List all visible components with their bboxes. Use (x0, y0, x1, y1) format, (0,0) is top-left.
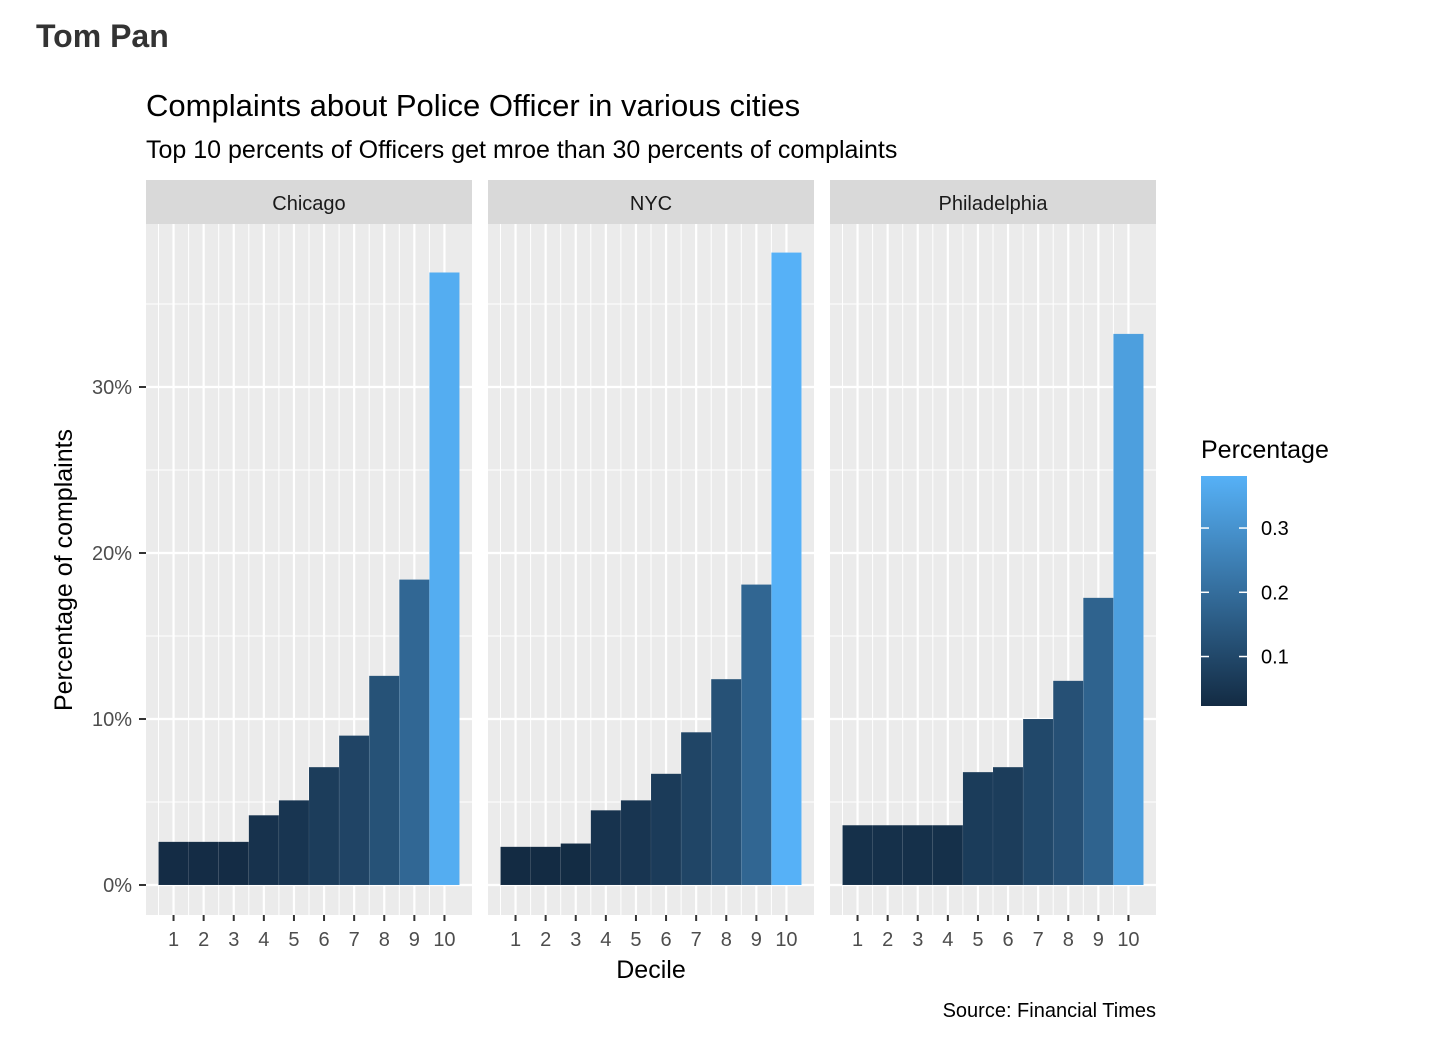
bar-philadelphia-1 (842, 824, 873, 886)
x-tick-label: 4 (942, 929, 953, 951)
bar-chicago-7 (338, 735, 370, 886)
legend-title: Percentage (1201, 436, 1329, 464)
x-tick-label: 8 (721, 929, 732, 951)
panel-chicago: Chicago 1 2 3 4 5 6 7 8 9 10 (146, 180, 472, 951)
bar-chicago-3 (218, 841, 250, 886)
legend-tick-label: 0.2 (1261, 582, 1289, 604)
bar-philadelphia-10 (1113, 333, 1144, 886)
panel-philadelphia: Philadelphia 1 2 3 4 5 6 7 8 9 10 (830, 180, 1156, 951)
author-name: Tom Pan (36, 18, 169, 54)
bar-nyc-6 (650, 773, 682, 886)
facet-strip-label: Chicago (272, 193, 345, 215)
x-tick-label: 1 (852, 929, 863, 951)
bar-chicago-9 (399, 579, 430, 886)
bar-chicago-5 (278, 800, 310, 886)
x-tick-label: 2 (540, 929, 551, 951)
x-tick-label: 10 (775, 929, 797, 951)
x-tick-label: 5 (288, 929, 299, 951)
bar-nyc-1 (500, 846, 531, 886)
y-tick-label: 20% (92, 543, 132, 565)
x-tick-label: 6 (660, 929, 671, 951)
x-axis-title: Decile (616, 956, 685, 984)
bar-chicago-4 (248, 815, 280, 886)
x-tick-label: 9 (1093, 929, 1104, 951)
bar-nyc-9 (741, 584, 772, 886)
bar-nyc-7 (680, 732, 712, 886)
x-tick-label: 4 (600, 929, 611, 951)
y-axis-title: Percentage of complaints (50, 429, 78, 711)
legend-tick-label: 0.3 (1261, 518, 1289, 540)
bar-philadelphia-3 (902, 824, 934, 886)
x-tick-label: 5 (972, 929, 983, 951)
facet-strip-label: NYC (630, 193, 672, 215)
bar-philadelphia-5 (962, 771, 994, 886)
x-tick-label: 7 (1033, 929, 1044, 951)
y-tick-label: 30% (92, 377, 132, 399)
bar-chicago-2 (188, 841, 219, 886)
bar-nyc-8 (710, 678, 742, 886)
x-tick-label: 7 (691, 929, 702, 951)
x-tick-label: 6 (318, 929, 329, 951)
x-tick-label: 3 (570, 929, 581, 951)
x-tick-label: 7 (349, 929, 360, 951)
x-tick-label: 4 (258, 929, 269, 951)
bar-chicago-10 (429, 272, 460, 886)
bar-philadelphia-8 (1052, 680, 1084, 886)
y-axis: 0% 10% 20% 30% (92, 377, 146, 897)
color-legend: Percentage 0.1 0.2 0.3 (1201, 436, 1329, 706)
x-tick-label: 8 (1063, 929, 1074, 951)
x-tick-label: 5 (630, 929, 641, 951)
bar-philadelphia-6 (992, 766, 1024, 886)
panel-nyc: NYC 1 2 3 4 5 6 7 8 9 10 (488, 180, 814, 951)
x-tick-label: 2 (882, 929, 893, 951)
x-tick-label: 6 (1002, 929, 1013, 951)
bar-philadelphia-2 (872, 824, 903, 886)
x-tick-label: 9 (409, 929, 420, 951)
x-tick-label: 1 (510, 929, 521, 951)
bar-chicago-8 (368, 675, 400, 886)
bar-chicago-6 (308, 766, 340, 886)
facet-strip (146, 180, 472, 224)
x-tick-label: 3 (912, 929, 923, 951)
x-tick-label: 10 (433, 929, 455, 951)
x-tick-label: 3 (228, 929, 239, 951)
bar-nyc-5 (620, 800, 652, 886)
x-tick-label: 1 (168, 929, 179, 951)
facet-strip (488, 180, 814, 224)
legend-tick-label: 0.1 (1261, 647, 1289, 669)
legend-colorbar (1201, 476, 1247, 706)
facet-strip-label: Philadelphia (939, 193, 1049, 215)
bar-philadelphia-9 (1083, 597, 1114, 886)
bar-philadelphia-4 (932, 824, 964, 886)
y-tick-label: 10% (92, 709, 132, 731)
bar-nyc-10 (771, 252, 802, 886)
chart-title: Complaints about Police Officer in vario… (146, 88, 800, 123)
x-tick-label: 9 (751, 929, 762, 951)
x-tick-label: 2 (198, 929, 209, 951)
bar-nyc-4 (590, 810, 622, 886)
bar-nyc-2 (530, 846, 561, 886)
chart-caption: Source: Financial Times (943, 1000, 1156, 1022)
bar-philadelphia-7 (1022, 718, 1054, 886)
bar-chicago-1 (158, 841, 189, 886)
y-tick-label: 0% (103, 875, 132, 897)
bar-nyc-3 (560, 843, 592, 886)
chart-subtitle: Top 10 percents of Officers get mroe tha… (146, 136, 897, 164)
x-tick-label: 8 (379, 929, 390, 951)
x-tick-label: 10 (1117, 929, 1139, 951)
facet-strip (830, 180, 1156, 224)
